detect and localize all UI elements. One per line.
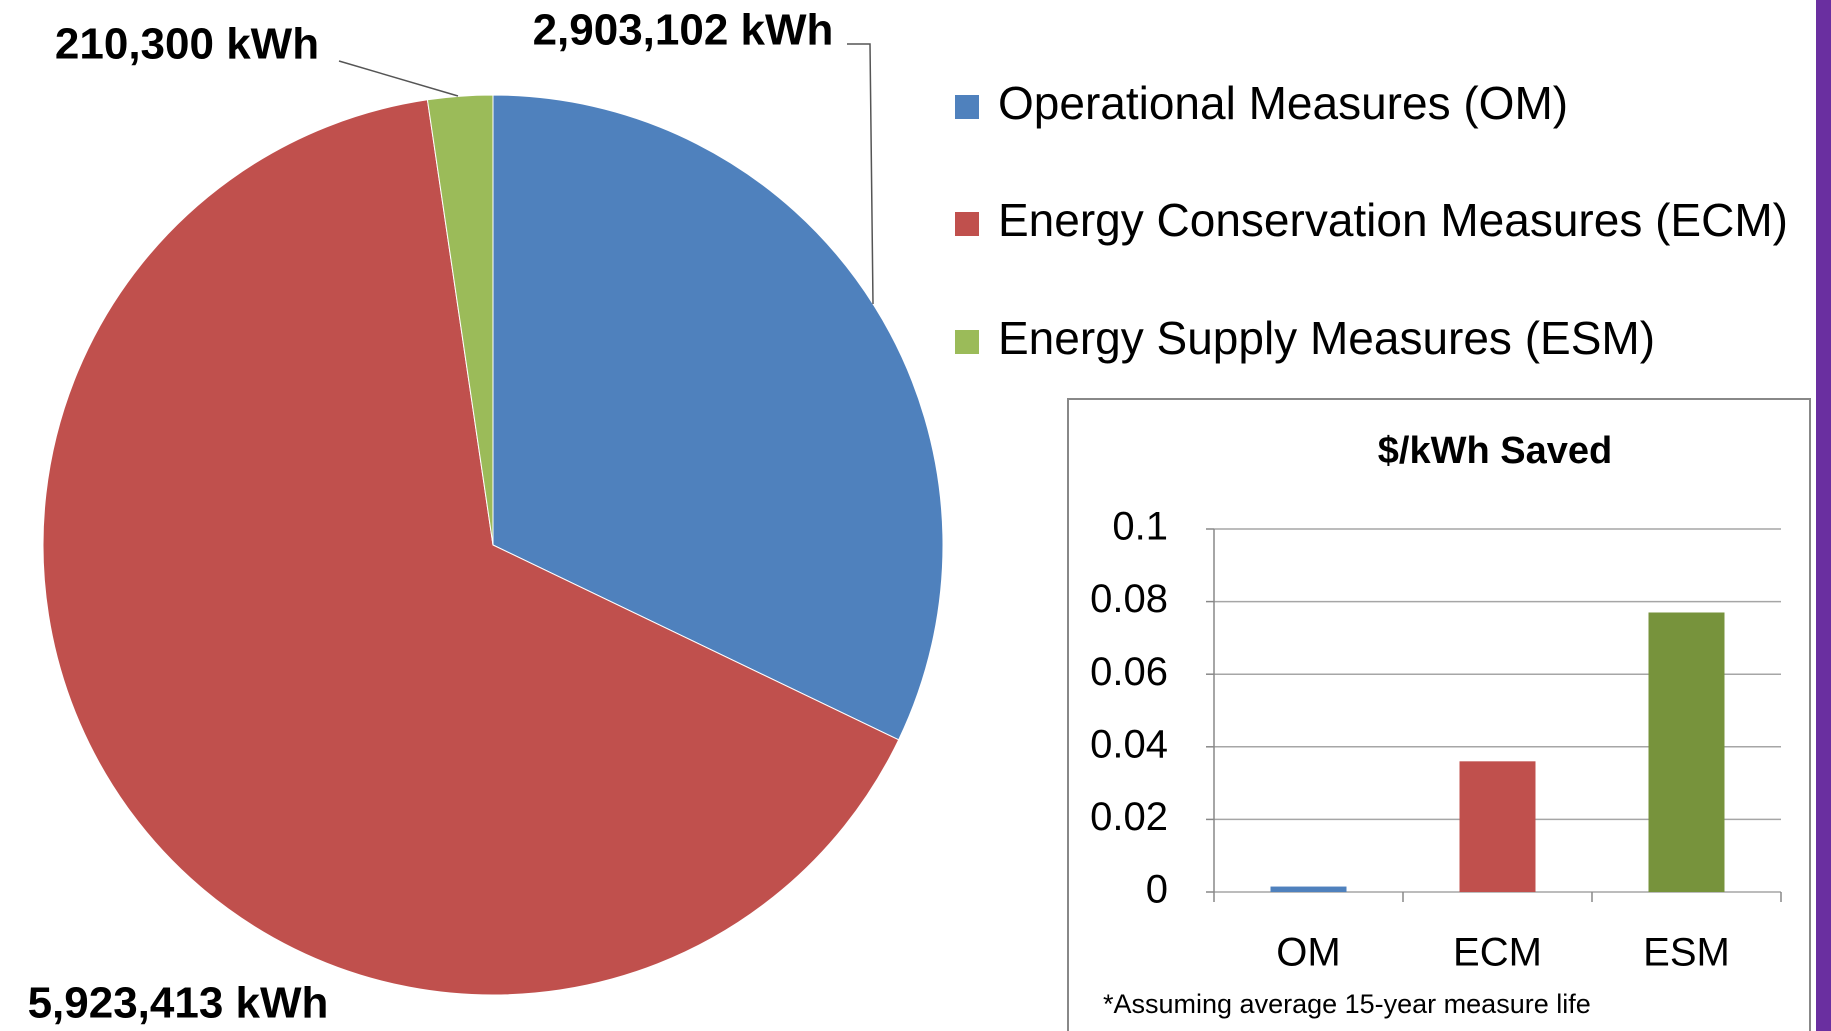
bar [1459, 761, 1536, 892]
inset-title: $/kWh Saved [1378, 430, 1612, 472]
y-tick-label: 0.06 [1090, 650, 1168, 694]
pie-slice [42, 99, 900, 996]
leader-line [847, 43, 874, 305]
legend-swatch [955, 95, 979, 119]
y-tick-label: 0.08 [1090, 577, 1168, 621]
x-tick-label: OM [1276, 931, 1340, 975]
legend-label: Operational Measures (OM) [998, 77, 1568, 129]
legend-swatch [955, 212, 979, 236]
pie-slice [492, 94, 944, 741]
data-label: 5,923,413 kWh [28, 979, 329, 1028]
y-tick-label: 0.1 [1112, 505, 1168, 549]
footnote: *Assuming average 15-year measure life [1103, 989, 1591, 1019]
legend-label: Energy Supply Measures (ESM) [998, 312, 1655, 364]
x-tick-label: ESM [1643, 931, 1730, 975]
y-tick-label: 0.02 [1090, 795, 1168, 839]
data-label: 2,903,102 kWh [533, 6, 834, 55]
legend-swatch [955, 330, 979, 354]
x-tick-label: ECM [1453, 931, 1542, 975]
y-tick-label: 0 [1146, 868, 1168, 912]
bar [1270, 886, 1347, 892]
legend-label: Energy Conservation Measures (ECM) [998, 194, 1788, 246]
y-tick-label: 0.04 [1090, 722, 1168, 766]
data-label: 210,300 kWh [55, 20, 319, 69]
pie-slice [426, 94, 494, 546]
side-bar [1816, 0, 1831, 1031]
bar [1648, 612, 1725, 892]
leader-line [338, 60, 459, 97]
